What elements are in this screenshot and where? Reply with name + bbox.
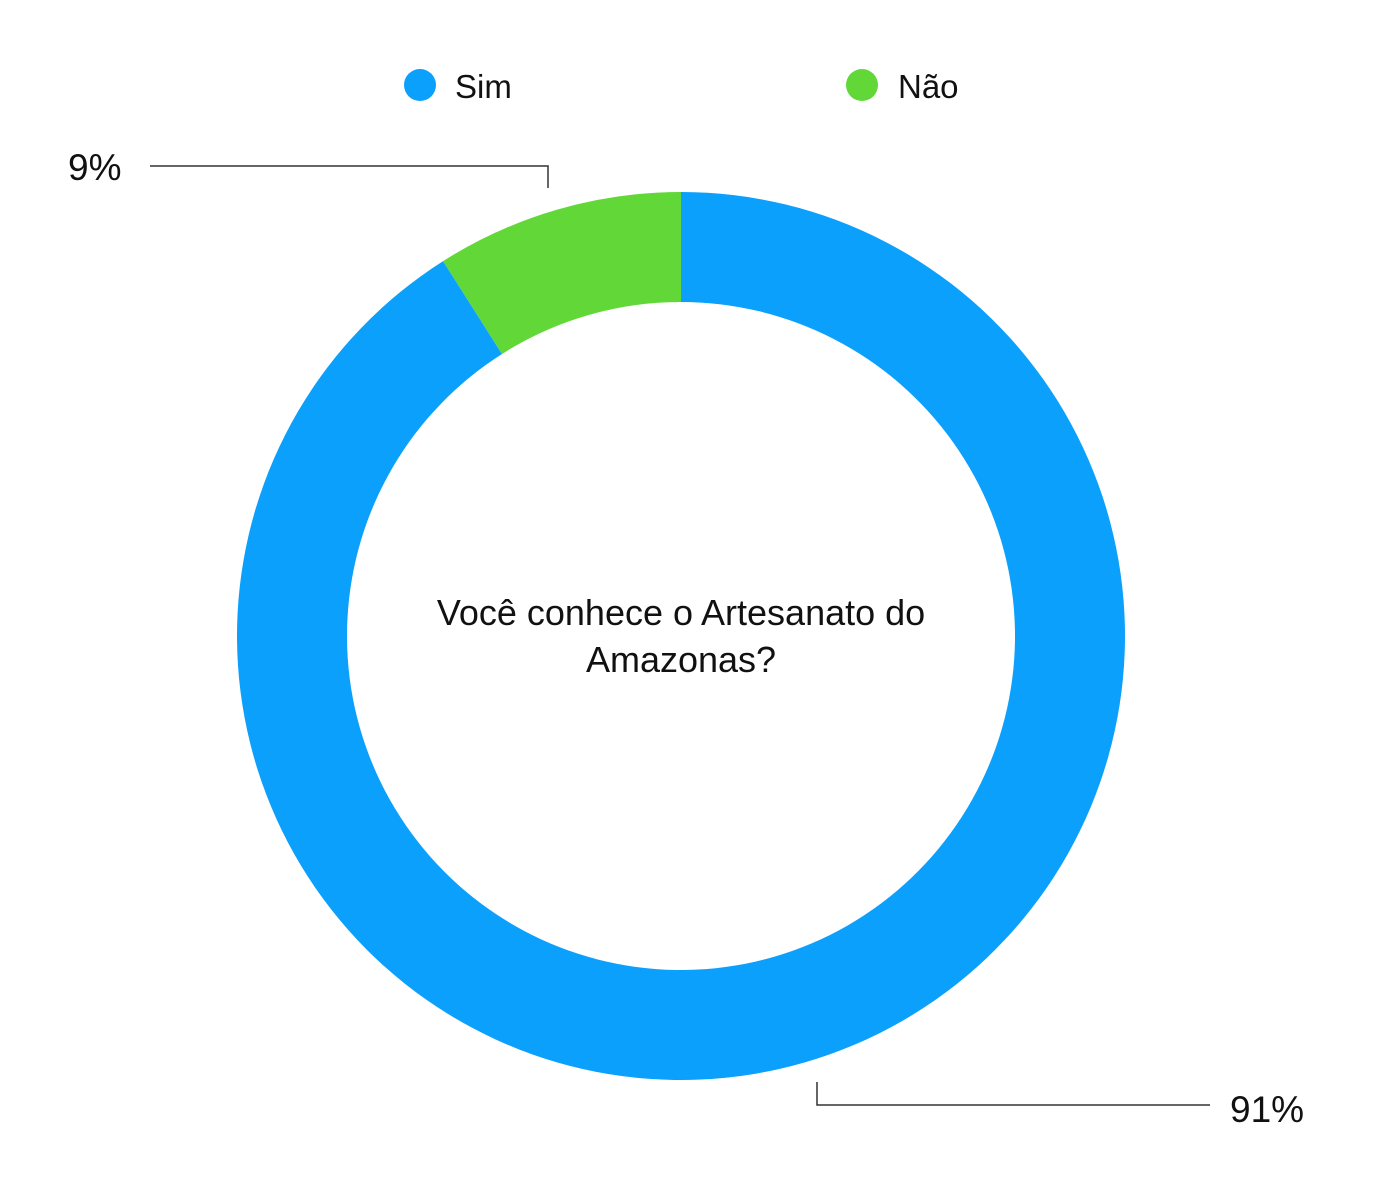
legend-item-nao: Não bbox=[846, 68, 959, 105]
callout-line-nao bbox=[150, 165, 549, 188]
chart-legend: Sim Não bbox=[404, 68, 959, 105]
donut-slices bbox=[236, 192, 1125, 1080]
legend-item-sim: Sim bbox=[404, 68, 512, 105]
donut-slice-sim bbox=[236, 192, 1125, 1080]
callout-line-sim bbox=[816, 1082, 1210, 1106]
chart-title-line-1: Você conhece o Artesanato do bbox=[437, 592, 925, 633]
legend-swatch-nao bbox=[846, 69, 878, 101]
legend-label-sim: Sim bbox=[455, 68, 512, 105]
value-label-sim: 91% bbox=[1230, 1089, 1304, 1130]
value-callouts: 9% 91% bbox=[68, 147, 1304, 1130]
legend-swatch-sim bbox=[404, 69, 436, 101]
legend-label-nao: Não bbox=[898, 68, 959, 105]
donut-slice-nao bbox=[443, 192, 681, 354]
chart-title-line-2: Amazonas? bbox=[586, 639, 776, 680]
chart-title: Você conhece o Artesanato do Amazonas? bbox=[437, 592, 925, 680]
value-label-nao: 9% bbox=[68, 147, 121, 188]
